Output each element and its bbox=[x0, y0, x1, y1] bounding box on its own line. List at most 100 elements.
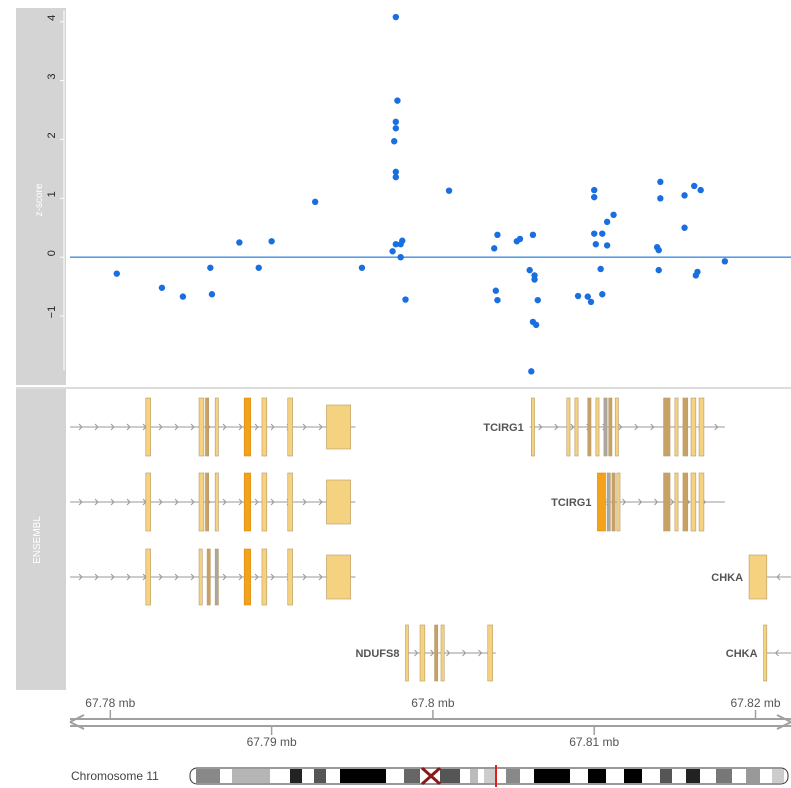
strand-arrow bbox=[414, 649, 419, 657]
data-point bbox=[592, 241, 600, 248]
data-point bbox=[358, 264, 366, 271]
strand-arrow bbox=[174, 573, 179, 581]
data-point bbox=[394, 97, 401, 104]
exon bbox=[531, 397, 535, 457]
ideogram-band bbox=[534, 769, 570, 783]
strand-arrow bbox=[254, 573, 259, 581]
strand-arrow bbox=[654, 498, 659, 506]
strand-arrow bbox=[94, 423, 99, 431]
strand-arrow bbox=[158, 498, 163, 506]
data-point bbox=[591, 193, 598, 201]
chromosome-label: Chromosome 11 bbox=[71, 769, 159, 783]
data-point bbox=[591, 230, 598, 237]
strand-arrow bbox=[190, 423, 195, 431]
exon bbox=[597, 472, 606, 532]
exon bbox=[587, 397, 592, 457]
exon bbox=[674, 397, 679, 457]
data-point bbox=[392, 241, 400, 248]
ensembl-panel-sidebar bbox=[16, 389, 66, 690]
exon bbox=[205, 397, 210, 457]
strand-arrow bbox=[302, 498, 307, 506]
data-point bbox=[591, 186, 598, 194]
data-point bbox=[268, 238, 275, 245]
data-point bbox=[584, 293, 591, 300]
y-tick-label: 2 bbox=[46, 132, 58, 138]
exon bbox=[205, 472, 210, 532]
data-point bbox=[392, 173, 400, 181]
ideogram-band bbox=[404, 769, 420, 783]
data-point bbox=[492, 287, 500, 294]
data-point bbox=[532, 321, 540, 329]
zscore-points bbox=[113, 13, 729, 375]
strand-arrow bbox=[94, 498, 99, 506]
strand-arrow bbox=[430, 649, 435, 657]
zscore-y-ticks: 4 3 2 1 0 −1 bbox=[46, 15, 64, 318]
ensembl-panel-title: ENSEMBL bbox=[32, 516, 43, 564]
gene-label: TCIRG1 bbox=[551, 497, 591, 509]
data-point bbox=[692, 272, 700, 279]
strand-arrow bbox=[318, 423, 323, 431]
ideogram-band bbox=[232, 769, 270, 783]
exon bbox=[698, 397, 705, 457]
data-point bbox=[534, 296, 541, 304]
data-point bbox=[681, 192, 688, 199]
exon bbox=[214, 472, 219, 532]
data-point bbox=[721, 258, 729, 265]
transcript: CHKA bbox=[711, 554, 791, 600]
strand-arrow bbox=[270, 498, 275, 506]
y-tick-label: 1 bbox=[46, 191, 58, 197]
data-point bbox=[207, 264, 214, 271]
exon bbox=[261, 472, 268, 532]
ideogram-band bbox=[746, 769, 760, 783]
exon bbox=[606, 472, 611, 532]
exon bbox=[243, 397, 251, 457]
transcript: NDUFS8 bbox=[355, 624, 496, 682]
exon bbox=[405, 624, 409, 682]
transcript bbox=[70, 397, 356, 457]
exon bbox=[287, 472, 293, 532]
data-point bbox=[402, 296, 409, 303]
data-point bbox=[494, 296, 501, 304]
ideogram-band bbox=[660, 769, 672, 783]
exon bbox=[198, 548, 203, 606]
data-point bbox=[691, 182, 698, 190]
strand-arrow bbox=[622, 498, 627, 506]
exon bbox=[326, 404, 351, 450]
strand-arrow bbox=[670, 498, 675, 506]
strand-arrow bbox=[318, 573, 323, 581]
ideogram-band bbox=[290, 769, 302, 783]
exon bbox=[611, 472, 616, 532]
strand-arrow bbox=[554, 423, 559, 431]
data-point bbox=[657, 178, 664, 186]
strand-arrow bbox=[634, 423, 639, 431]
strand-arrow bbox=[270, 573, 275, 581]
strand-arrow bbox=[110, 498, 115, 506]
data-point bbox=[516, 235, 524, 243]
data-point bbox=[392, 168, 400, 176]
data-point bbox=[603, 218, 611, 226]
exon bbox=[287, 397, 293, 457]
axis-tick-label: 67.79 mb bbox=[247, 735, 297, 749]
exon bbox=[261, 548, 268, 606]
data-point bbox=[255, 264, 262, 271]
data-point bbox=[610, 211, 617, 219]
gene-label: TCIRG1 bbox=[483, 422, 523, 434]
exon bbox=[243, 548, 251, 606]
exon bbox=[663, 472, 671, 532]
exon bbox=[682, 397, 689, 457]
strand-arrow bbox=[238, 498, 243, 506]
strand-arrow bbox=[570, 423, 575, 431]
data-point bbox=[603, 242, 611, 249]
data-point bbox=[528, 368, 535, 375]
gene-label: CHKA bbox=[711, 572, 743, 584]
strand-arrow bbox=[238, 423, 243, 431]
strand-arrow bbox=[774, 649, 779, 657]
exon bbox=[748, 554, 768, 600]
strand-arrow bbox=[462, 649, 467, 657]
exon bbox=[440, 624, 445, 682]
exon bbox=[287, 548, 293, 606]
strand-arrow bbox=[302, 573, 307, 581]
y-tick-label: 0 bbox=[46, 250, 58, 256]
data-point bbox=[587, 298, 595, 306]
genome-axis: 67.78 mb 67.8 mb 67.82 mb 67.79 mb 67.81 mb bbox=[69, 696, 791, 749]
